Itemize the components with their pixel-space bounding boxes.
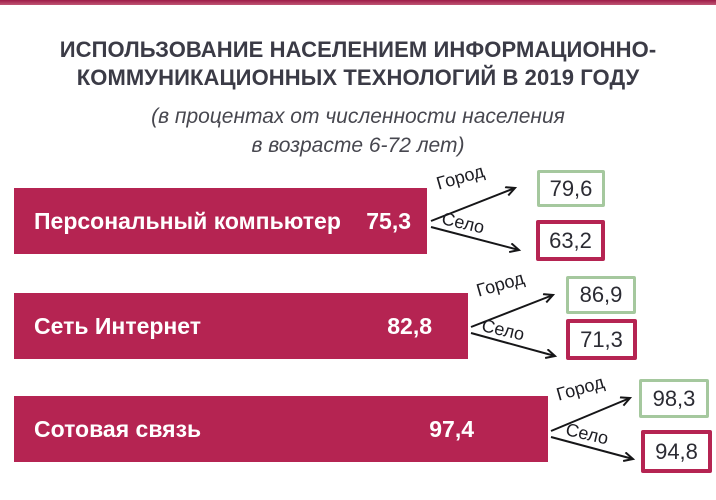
page-subtitle-line-2: в возрасте 6-72 лет)	[251, 134, 465, 157]
village-value-box: 94,8	[641, 430, 712, 473]
bar-value: 82,8	[387, 312, 432, 339]
city-value: 79,6	[549, 175, 593, 201]
city-arrow	[430, 188, 515, 222]
top-accent-stripe	[0, 0, 716, 5]
arrows-row-3	[550, 381, 645, 477]
village-value-box: 63,2	[536, 220, 605, 261]
village-arrow	[430, 226, 519, 250]
page-title-line-1: ИСПОЛЬЗОВАНИЕ НАСЕЛЕНИЕМ ИНФОРМАЦИОННО-	[59, 37, 657, 62]
bar-personal-computer: Персональный компьютер 75,3	[14, 188, 427, 254]
village-value: 63,2	[549, 227, 592, 253]
village-value: 94,8	[655, 438, 698, 464]
city-value-box: 86,9	[566, 276, 636, 314]
page-subtitle: (в процентах от численности населения в …	[0, 102, 716, 160]
city-value-box: 79,6	[537, 170, 605, 207]
village-arrow	[550, 436, 633, 459]
bar-label: Сотовая связь	[34, 415, 202, 442]
village-arrow	[470, 332, 555, 356]
village-value-box: 71,3	[566, 319, 637, 360]
city-arrow	[470, 295, 553, 328]
page-subtitle-line-1: (в процентах от численности населения	[151, 105, 565, 128]
village-value: 71,3	[580, 326, 623, 352]
bar-cellular: Сотовая связь 97,4	[14, 396, 548, 462]
city-value: 98,3	[652, 385, 696, 411]
bar-label: Сеть Интернет	[34, 312, 202, 339]
page-title-line-2: КОММУНИКАЦИОННЫХ ТЕХНОЛОГИЙ В 2019 ГОДУ	[76, 65, 640, 90]
arrows-row-1	[430, 170, 539, 266]
arrows-row-2	[470, 276, 571, 372]
city-value: 86,9	[579, 282, 623, 307]
bar-internet: Сеть Интернет 82,8	[14, 293, 468, 359]
bar-label: Персональный компьютер	[34, 207, 341, 234]
city-arrow	[550, 398, 630, 432]
bar-value: 97,4	[429, 415, 474, 442]
bar-value: 75,3	[366, 207, 411, 234]
page-title: ИСПОЛЬЗОВАНИЕ НАСЕЛЕНИЕМ ИНФОРМАЦИОННО- …	[0, 36, 716, 92]
city-value-box: 98,3	[639, 379, 709, 418]
